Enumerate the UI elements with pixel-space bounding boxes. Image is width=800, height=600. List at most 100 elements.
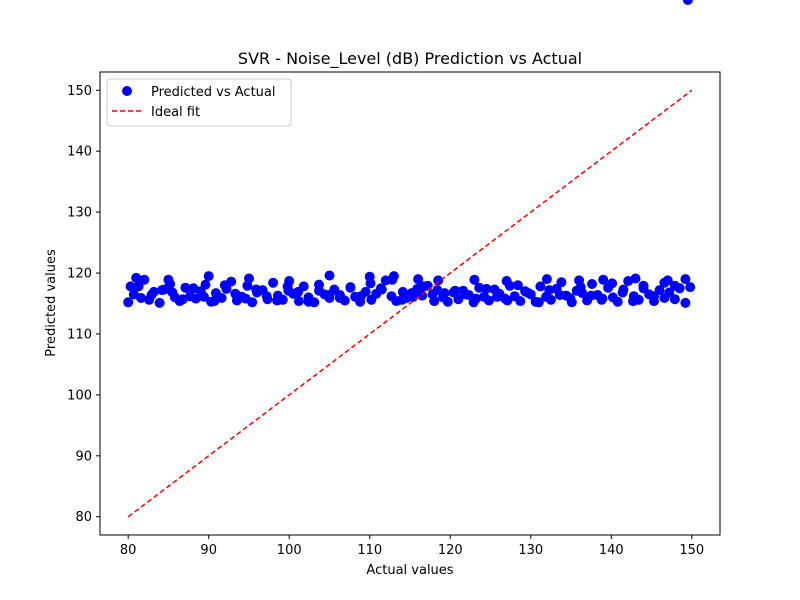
scatter-point (515, 296, 526, 307)
scatter-point (167, 287, 178, 298)
scatter-point (163, 274, 174, 285)
scatter-point (268, 277, 279, 288)
scatter-point (154, 297, 165, 308)
scatter-point (209, 296, 220, 307)
y-tick-label: 110 (67, 327, 92, 342)
scatter-point (680, 274, 691, 285)
scatter-point (612, 296, 623, 307)
plot-area: 80 90 100 110 120 130 140 150 80 90 100 110 120 130 1… (67, 0, 721, 558)
y-tick-label: 100 (67, 388, 92, 403)
scatter-point (501, 276, 512, 286)
scatter-point (133, 281, 144, 292)
y-axis-label: Predicted values (44, 249, 59, 357)
legend-label-ideal: Ideal fit (151, 105, 200, 120)
scatter-point (261, 291, 272, 302)
scatter-point (682, 0, 693, 5)
scatter-point (188, 283, 199, 294)
scatter-point (630, 273, 641, 284)
axes-frame (99, 71, 721, 536)
scatter-point (200, 279, 211, 290)
scatter-point (442, 296, 453, 307)
ideal-fit-line (127, 89, 693, 518)
scatter-point (244, 273, 254, 284)
scatter-point (314, 285, 324, 296)
scatter-point (535, 281, 546, 292)
ideal-fit-layer (127, 89, 693, 518)
scatter-point (649, 291, 659, 302)
y-tick-label: 120 (67, 267, 92, 282)
x-tick-label: 90 (200, 543, 217, 558)
legend-box (106, 78, 292, 127)
scatter-point (418, 281, 429, 292)
scatter-point (680, 297, 691, 308)
scatter-point (413, 274, 424, 285)
legend: Predicted vs Actual Ideal fit (106, 78, 292, 127)
scatter-point (556, 277, 567, 288)
scatter-point (355, 291, 366, 302)
scatter-point (203, 271, 214, 282)
scatter-point (240, 293, 251, 304)
scatter-point (662, 275, 673, 286)
scatter-point (617, 287, 628, 298)
scatter-point (272, 295, 283, 306)
scatter-point (598, 274, 609, 285)
y-tick-label: 140 (67, 145, 92, 160)
scatter-point (533, 297, 544, 308)
scatter-points (123, 0, 696, 308)
scatter-point (554, 290, 565, 300)
scatter-point (471, 293, 481, 304)
scatter-point (429, 296, 440, 307)
x-tick-label: 140 (599, 543, 624, 558)
scatter-point (460, 289, 471, 300)
scatter-point (574, 275, 585, 286)
scatter-point (157, 285, 167, 296)
y-tick-label: 130 (67, 206, 92, 221)
scatter-point (376, 284, 387, 295)
scatter-point (397, 286, 408, 297)
scatter-point (139, 274, 150, 285)
scatter-point (628, 296, 638, 307)
scatter-point (502, 295, 513, 306)
scatter-point (545, 294, 556, 305)
scatter-point (492, 291, 502, 302)
legend-label-scatter: Predicted vs Actual (151, 85, 275, 100)
scatter-point (131, 272, 142, 283)
x-axis-label: Actual values (366, 563, 453, 578)
scatter-point (334, 293, 345, 303)
scatter-point (544, 285, 555, 296)
scatter-point (439, 288, 450, 299)
scatter-point (284, 276, 295, 286)
scatter-point (303, 296, 314, 307)
scatter-point (366, 294, 377, 305)
scatter-point (659, 293, 670, 303)
x-tick-label: 120 (438, 543, 463, 558)
scatter-point (364, 271, 375, 282)
scatter-point (638, 283, 649, 294)
x-tick-label: 130 (518, 543, 543, 558)
scatter-point (587, 279, 597, 289)
scatter-point (523, 288, 534, 299)
scatter-point (669, 294, 680, 305)
y-tick-label: 80 (75, 510, 92, 525)
scatter-point (541, 274, 552, 285)
scatter-point (293, 286, 304, 297)
scatter-point (146, 290, 157, 300)
scatter-point (180, 282, 191, 293)
x-tick-label: 150 (679, 543, 704, 558)
x-tick-label: 110 (357, 543, 382, 558)
scatter-point (433, 275, 444, 286)
scatter-point (388, 271, 399, 282)
y-tick-label: 150 (67, 84, 92, 99)
scatter-point (190, 293, 201, 304)
scatter-point (136, 293, 147, 303)
x-tick-label: 80 (120, 543, 137, 558)
scatter-point (669, 280, 680, 291)
scatter-point (125, 281, 136, 292)
scatter-point (345, 282, 356, 293)
scatter-point (219, 280, 230, 291)
scatter-point (512, 280, 523, 291)
scatter-point (483, 295, 494, 306)
scatter-point (251, 284, 262, 295)
scatter-point (408, 291, 419, 302)
